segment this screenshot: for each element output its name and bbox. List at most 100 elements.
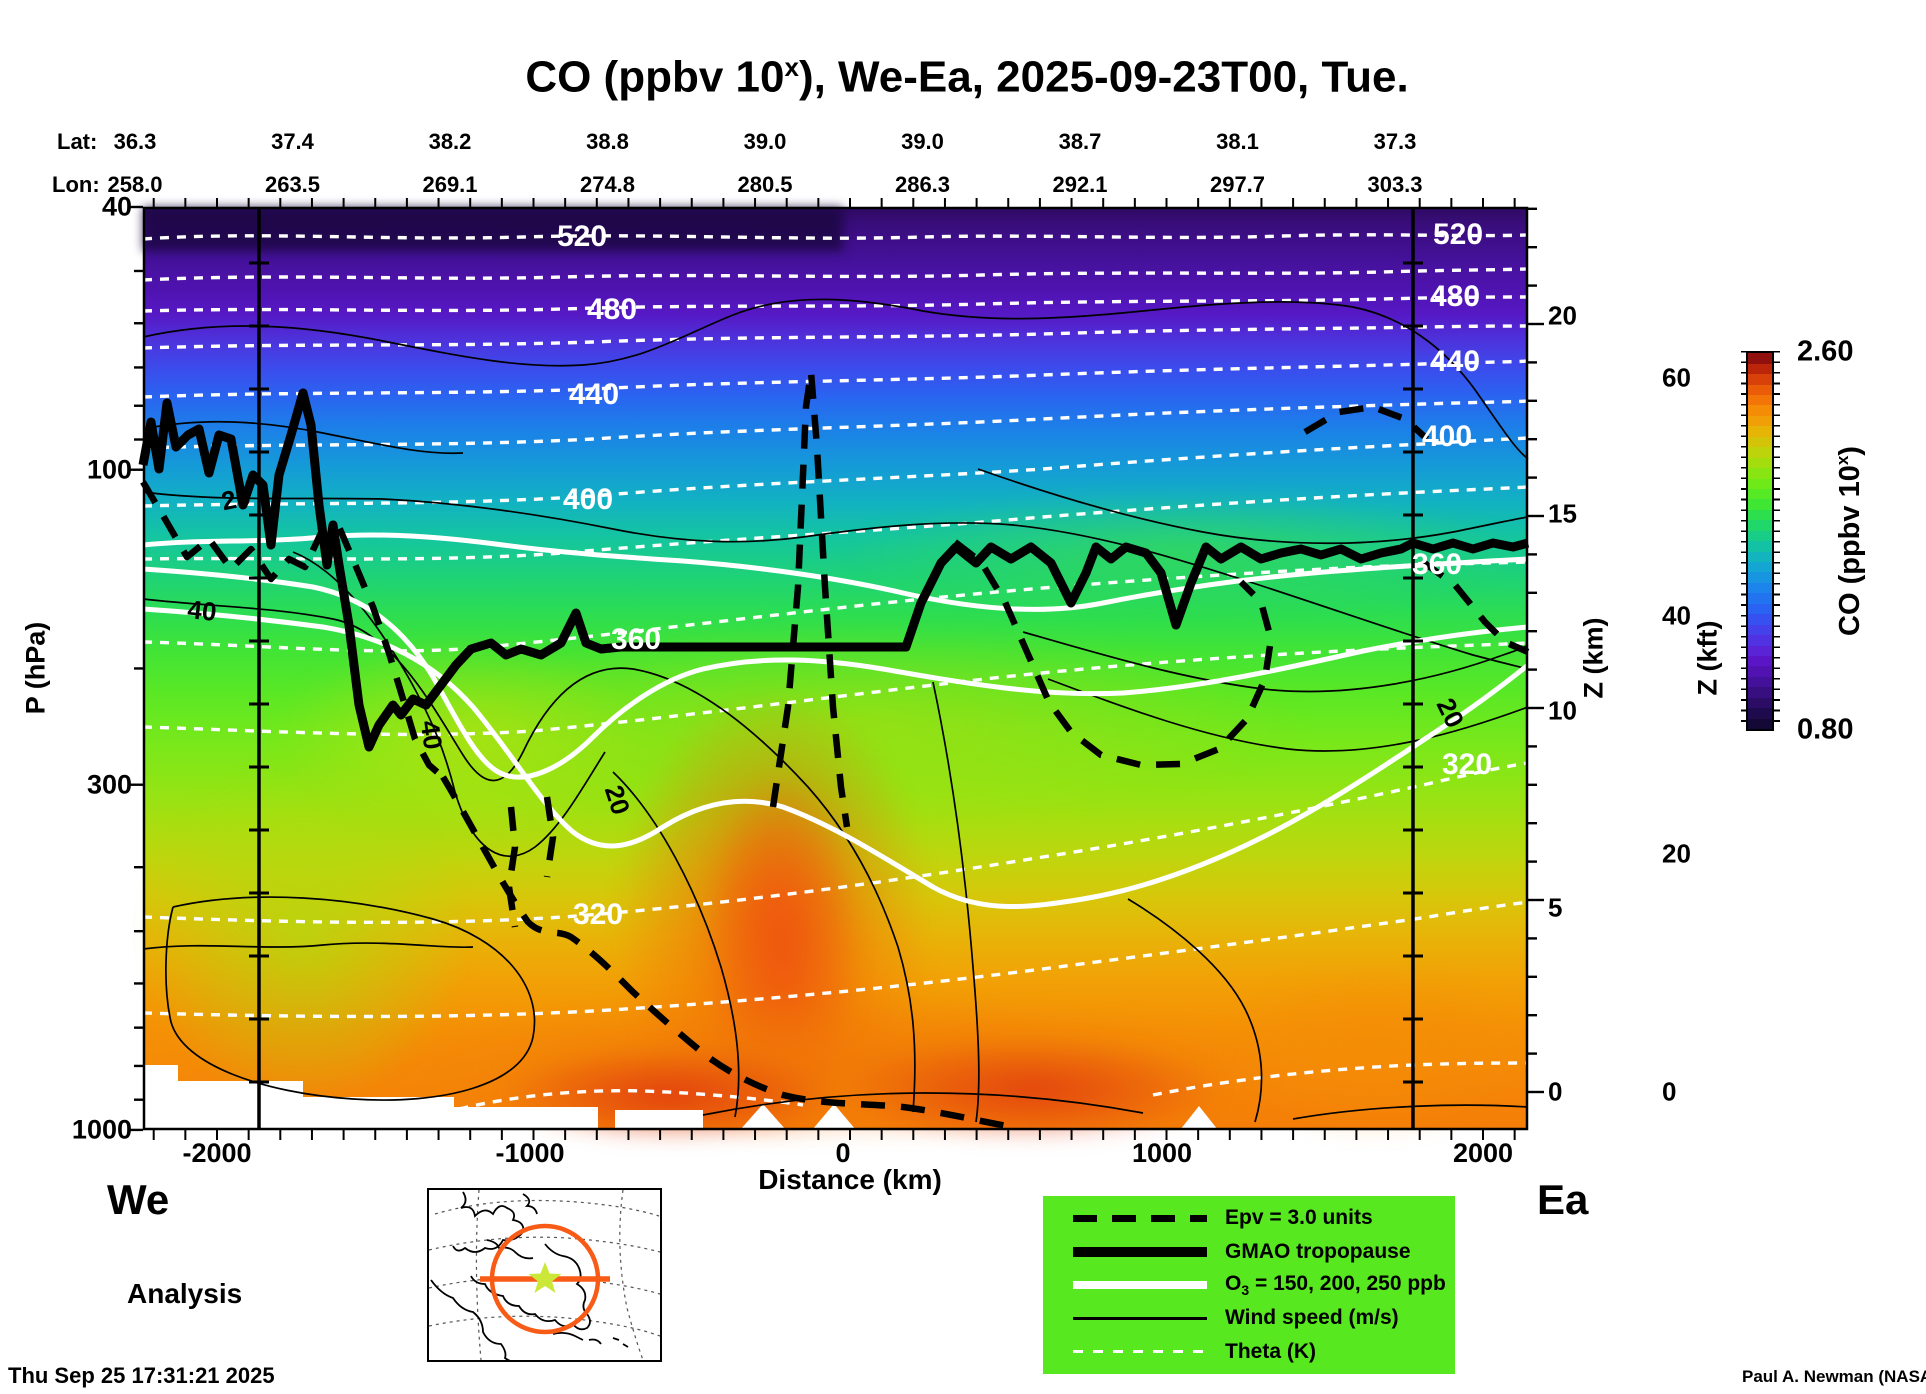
lon-value: 263.5 <box>264 172 321 197</box>
legend: Epv = 3.0 units GMAO tropopause O3 = 150… <box>1043 1196 1455 1374</box>
zkm-axis-title: Z (km) <box>1578 617 1609 699</box>
colorbar-band <box>1748 405 1772 416</box>
contour-labels: 520 520 480 480 440 440 400 400 360 360 320 320 20 40… <box>143 207 1528 1130</box>
colorbar-band <box>1748 520 1772 531</box>
theta-contour-label: 400 <box>1421 420 1473 453</box>
theta-contour-label: 520 <box>556 220 608 253</box>
wind-contour-label: 40 <box>414 718 449 752</box>
colorbar-band <box>1748 551 1772 562</box>
colorbar-band <box>1748 614 1772 625</box>
lon-axis-caption: Lon: <box>52 172 100 197</box>
p-tick-1000: 1000 <box>71 1114 132 1145</box>
dist-tick: -1000 <box>495 1138 565 1168</box>
colorbar-band <box>1748 499 1772 510</box>
legend-item-tropopause: GMAO tropopause <box>1043 1237 1455 1267</box>
colorbar-band <box>1748 645 1772 656</box>
theta-contour-label: 480 <box>586 293 638 326</box>
lat-axis-caption: Lat: <box>57 129 98 154</box>
theta-contour-label: 320 <box>1441 748 1493 781</box>
dist-tick: 0 <box>835 1138 851 1168</box>
lon-value: 297.7 <box>1209 172 1266 197</box>
lat-value: 39.0 <box>901 129 944 154</box>
colorbar-band <box>1748 635 1772 646</box>
colorbar-band <box>1748 478 1772 489</box>
theta-contour-label: 360 <box>610 623 662 656</box>
colorbar-band <box>1748 676 1772 688</box>
lat-value: 39.0 <box>743 129 787 154</box>
ozone-line-swatch <box>1073 1280 1207 1289</box>
colorbar-band <box>1748 624 1772 636</box>
lat-value: 38.1 <box>1216 129 1259 154</box>
reference-lines <box>249 207 1423 1130</box>
colorbar-band <box>1748 697 1772 709</box>
page-title: CO (ppbv 10x), We-Ea, 2025-09-23T00, Tue… <box>525 52 1409 102</box>
colorbar-band <box>1748 415 1772 427</box>
colorbar-band <box>1748 582 1772 594</box>
zkm-tick: 10 <box>1548 695 1577 726</box>
lat-value: 36.3 <box>113 129 157 154</box>
p-tick-100: 100 <box>86 454 132 485</box>
p-tick-300: 300 <box>86 769 132 800</box>
lon-value: 258.0 <box>107 172 163 197</box>
lon-value: 274.8 <box>579 172 636 197</box>
dist-tick: 1000 <box>1131 1138 1193 1168</box>
colorbar-band <box>1748 395 1772 406</box>
colorbar-title: CO (ppbv 10x) <box>1833 446 1866 636</box>
legend-item-epv: Epv = 3.0 units <box>1043 1203 1455 1233</box>
colorbar-band <box>1748 708 1772 719</box>
theta-contour-label: 400 <box>562 483 614 516</box>
map-inset <box>427 1188 662 1362</box>
west-endpoint-label: We <box>107 1176 170 1223</box>
dist-tick: -2000 <box>182 1138 252 1168</box>
colorbar-min: 0.80 <box>1797 713 1854 746</box>
colorbar-band <box>1748 666 1772 677</box>
analysis-label: Analysis <box>127 1278 243 1309</box>
lat-value: 37.4 <box>271 129 314 154</box>
colorbar-band <box>1748 488 1772 500</box>
lat-value: 38.8 <box>586 129 629 154</box>
terrain-mask <box>740 1104 786 1130</box>
wind-contour-label: 40 <box>186 594 219 627</box>
colorbar-band <box>1748 541 1772 552</box>
plot-frame <box>142 206 1529 1131</box>
zkm-tick: 5 <box>1548 892 1563 923</box>
zkft-axis-title: Z (kft) <box>1692 620 1723 696</box>
colorbar-band <box>1748 572 1772 583</box>
lon-value: 303.3 <box>1367 172 1423 197</box>
theta-contour-label: 520 <box>1432 218 1484 251</box>
terrain-mask <box>1180 1106 1218 1130</box>
colorbar-band <box>1748 363 1772 375</box>
colorbar-ticks-left <box>1741 351 1748 731</box>
theta-contour-label: 440 <box>568 378 620 411</box>
timestamp: Thu Sep 25 17:31:21 2025 <box>8 1363 275 1388</box>
theta-contour-label: 320 <box>572 898 624 931</box>
cross-section-plot: 520 520 480 480 440 440 400 400 360 360 320 320 20 40… <box>128 198 1544 1147</box>
axis-ticks <box>128 198 1544 1140</box>
wind-line-swatch <box>1073 1316 1207 1320</box>
colorbar-band <box>1748 509 1772 521</box>
theta-contour-label: 440 <box>1429 345 1481 378</box>
colorbar-band <box>1748 603 1772 615</box>
center-star-icon <box>528 1262 562 1293</box>
zkm-tick: 15 <box>1548 498 1577 529</box>
colorbar-band <box>1748 562 1772 573</box>
colorbar-band <box>1748 457 1772 469</box>
lat-value: 37.3 <box>1373 129 1417 154</box>
lon-values-row: 258.0 263.5 269.1 274.8 280.5 286.3 292.1 297.7… <box>0 172 1926 198</box>
colorbar-ticks-right <box>1773 351 1780 731</box>
colorbar-band <box>1748 384 1772 395</box>
tropopause-line <box>138 388 1530 752</box>
colorbar-band <box>1748 718 1772 729</box>
lat-value: 38.2 <box>428 129 472 154</box>
lat-values-row: 36.3 37.4 38.2 38.8 39.0 39.0 38.7 38.1 37.3 <box>0 129 1926 155</box>
zkm-tick: 0 <box>1548 1076 1563 1107</box>
dist-tick: 2000 <box>1452 1138 1514 1168</box>
legend-item-wind: Wind speed (m/s) <box>1043 1303 1455 1333</box>
lon-value: 292.1 <box>1052 172 1108 197</box>
zkft-tick: 40 <box>1662 600 1691 631</box>
contour-overlay <box>128 198 1544 1140</box>
distance-axis-title: Distance (km) <box>758 1164 942 1195</box>
epv-line-swatch <box>1073 1214 1207 1222</box>
legend-item-theta: Theta (K) <box>1043 1337 1455 1367</box>
